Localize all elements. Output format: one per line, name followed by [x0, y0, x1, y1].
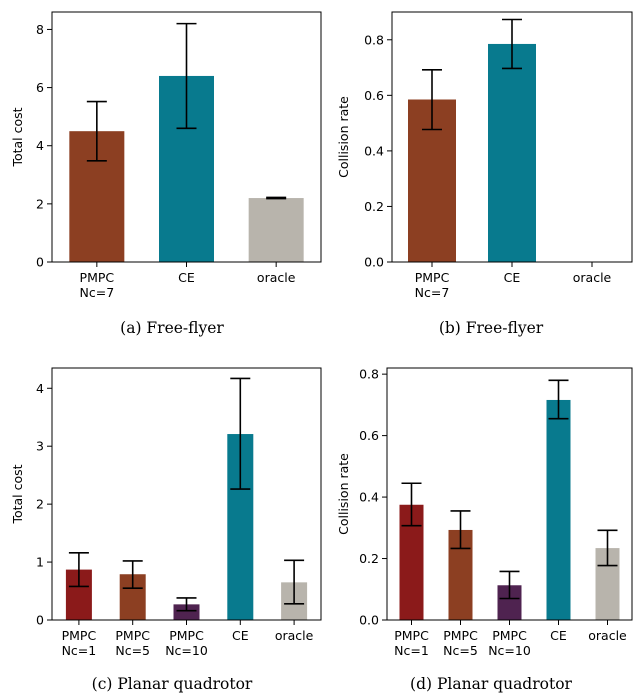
y-tick-label: 0.8 — [364, 32, 384, 47]
y-tick-label: 0.2 — [364, 199, 384, 214]
y-tick-label: 0 — [36, 613, 44, 628]
y-tick-label: 0.0 — [359, 613, 379, 628]
y-tick-label: 0.6 — [364, 88, 384, 103]
category-label: CE — [504, 270, 521, 285]
category-label: oracle — [275, 628, 314, 643]
y-tick-label: 0.8 — [359, 367, 379, 382]
category-label: oracle — [588, 628, 627, 643]
y-tick-label: 0.2 — [359, 551, 379, 566]
y-tick-label: 4 — [36, 381, 44, 396]
axes-frame — [51, 367, 322, 621]
y-tick-label: 0 — [36, 255, 44, 270]
category-label: PMPC Nc=10 — [488, 628, 531, 658]
y-axis-label: Collision rate — [336, 96, 351, 178]
category-label: PMPC Nc=1 — [394, 628, 429, 658]
category-label: oracle — [573, 270, 612, 285]
panel-b: (b) Free-flyer 0.0 0.2 0.4 0.6 0.8 PMPC Nc=7 CE… — [336, 11, 633, 337]
category-label: CE — [232, 628, 249, 643]
y-axis-label: Total cost — [10, 464, 25, 524]
category-label: PMPC Nc=10 — [165, 628, 208, 658]
category-label: PMPC Nc=7 — [415, 270, 450, 300]
category-label: CE — [550, 628, 567, 643]
panel-a: (a) Free-flyer 0 2 4 6 8 PMPC Nc=7 CE oracle Tota… — [10, 11, 322, 337]
panel-b-caption: (b) Free-flyer — [439, 319, 544, 337]
y-tick-label: 2 — [36, 196, 44, 211]
panel-d-caption: (d) Planar quadrotor — [410, 675, 573, 693]
y-tick-label: 2 — [36, 497, 44, 512]
y-tick-label: 0.0 — [364, 255, 384, 270]
y-axis-label: Collision rate — [336, 453, 351, 535]
y-tick-label: 4 — [36, 138, 44, 153]
bar — [546, 399, 571, 620]
y-tick-label: 0.4 — [359, 490, 379, 505]
category-label: PMPC Nc=5 — [443, 628, 478, 658]
category-label: CE — [178, 270, 195, 285]
panel-c: (c) Planar quadrotor 0 1 2 3 4 PMPC Nc=1 PMPC Nc… — [10, 367, 322, 693]
panel-d: (d) Planar quadrotor 0.0 0.2 0.4 0.6 0.8 PMPC… — [336, 367, 633, 693]
y-tick-label: 0.4 — [364, 143, 384, 158]
category-label: PMPC Nc=7 — [80, 270, 115, 300]
bar — [173, 604, 200, 620]
panel-a-caption: (a) Free-flyer — [120, 319, 224, 337]
category-label: PMPC Nc=5 — [115, 628, 150, 658]
y-tick-label: 3 — [36, 439, 44, 454]
category-label: oracle — [257, 270, 296, 285]
y-tick-label: 6 — [36, 80, 44, 95]
y-tick-label: 8 — [36, 22, 44, 37]
y-tick-label: 0.6 — [359, 428, 379, 443]
panel-c-caption: (c) Planar quadrotor — [92, 675, 253, 693]
bar — [488, 43, 536, 262]
category-label: PMPC Nc=1 — [62, 628, 97, 658]
y-axis-label: Total cost — [10, 107, 25, 167]
y-tick-label: 1 — [36, 555, 44, 570]
bar — [248, 198, 304, 262]
